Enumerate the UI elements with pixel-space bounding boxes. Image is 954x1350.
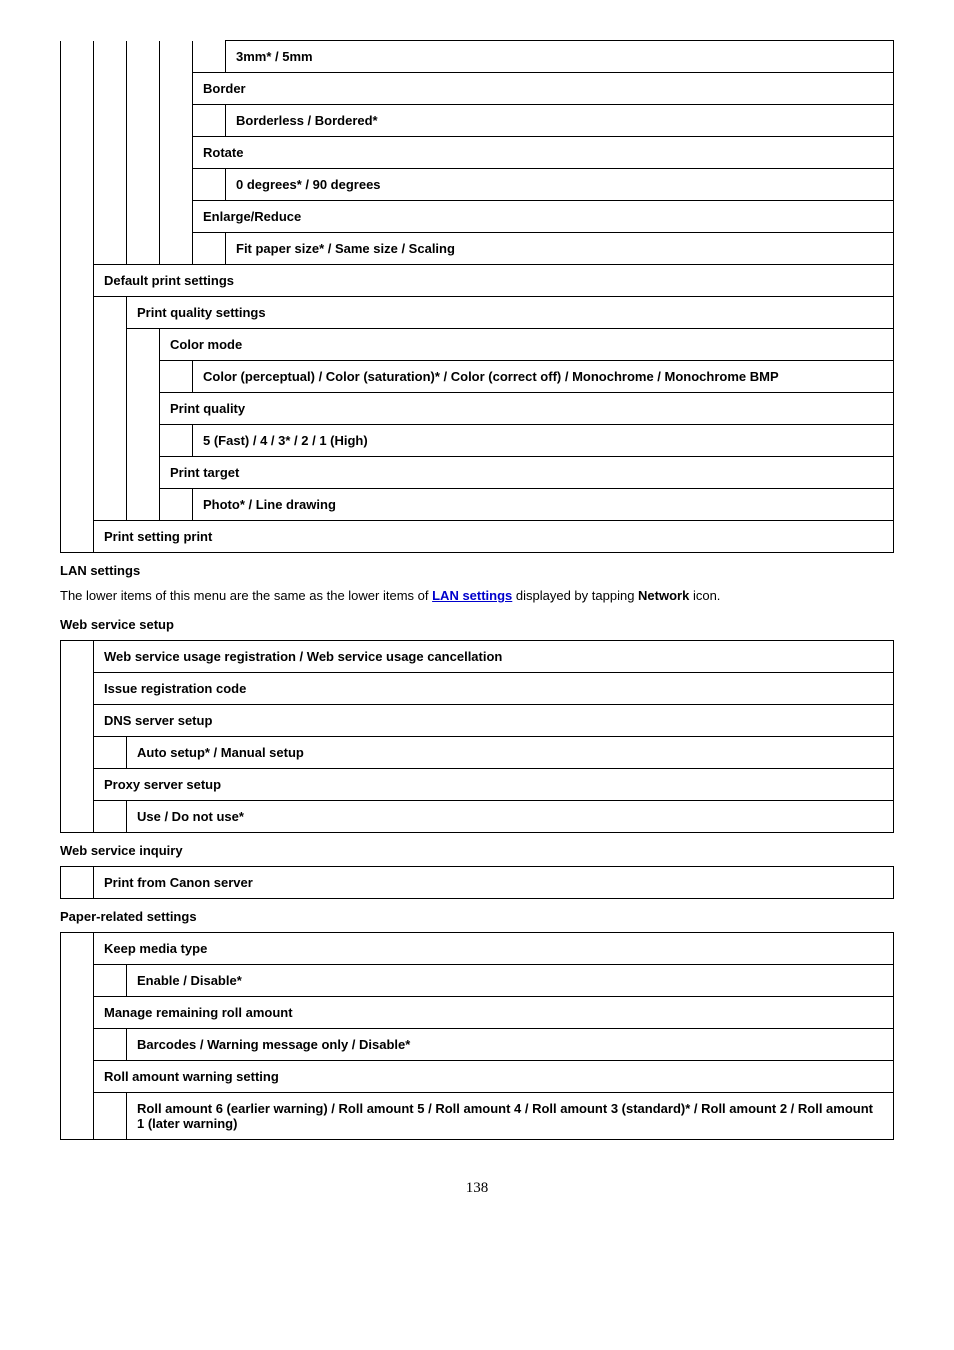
lan-text-1: The lower items of this menu are the sam… (60, 588, 432, 603)
lan-text-2: displayed by tapping (512, 588, 638, 603)
cell-default-print: Default print settings (94, 265, 894, 297)
paper-heading: Paper-related settings (60, 899, 894, 932)
cell-proxy-val: Use / Do not use* (127, 800, 894, 832)
cell-print-target: Print target (160, 457, 894, 489)
lan-settings-link[interactable]: LAN settings (432, 588, 512, 603)
cell-roll-warning-val: Roll amount 6 (earlier warning) / Roll a… (127, 1092, 894, 1139)
cell-print-target-val: Photo* / Line drawing (193, 489, 894, 521)
web-inquiry-table: Print from Canon server (60, 866, 894, 899)
cell-print-quality: Print quality (160, 393, 894, 425)
cell-manage-roll-val: Barcodes / Warning message only / Disabl… (127, 1028, 894, 1060)
paper-table: Keep media type Enable / Disable* Manage… (60, 932, 894, 1140)
cell-enlarge-val: Fit paper size* / Same size / Scaling (226, 233, 894, 265)
lan-bold-network: Network (638, 588, 689, 603)
web-service-setup-heading: Web service setup (60, 607, 894, 640)
settings-top-table: 3mm* / 5mm Border Borderless / Bordered*… (60, 40, 894, 553)
cell-keep-media: Keep media type (94, 932, 894, 964)
cell-rotate-val: 0 degrees* / 90 degrees (226, 169, 894, 201)
cell-print-quality-val: 5 (Fast) / 4 / 3* / 2 / 1 (High) (193, 425, 894, 457)
cell-3mm: 3mm* / 5mm (226, 41, 894, 73)
cell-dns-val: Auto setup* / Manual setup (127, 736, 894, 768)
cell-keep-media-val: Enable / Disable* (127, 964, 894, 996)
cell-roll-warning: Roll amount warning setting (94, 1060, 894, 1092)
cell-rotate: Rotate (193, 137, 894, 169)
cell-enlarge: Enlarge/Reduce (193, 201, 894, 233)
cell-issue-reg: Issue registration code (94, 672, 894, 704)
lan-text: The lower items of this menu are the sam… (60, 586, 894, 607)
lan-heading: LAN settings (60, 553, 894, 586)
web-inquiry-heading: Web service inquiry (60, 833, 894, 866)
cell-border: Border (193, 73, 894, 105)
cell-color-mode: Color mode (160, 329, 894, 361)
cell-print-setting-print: Print setting print (94, 521, 894, 553)
cell-print-canon: Print from Canon server (94, 866, 894, 898)
cell-web-usage: Web service usage registration / Web ser… (94, 640, 894, 672)
cell-border-val: Borderless / Bordered* (226, 105, 894, 137)
cell-proxy: Proxy server setup (94, 768, 894, 800)
cell-dns: DNS server setup (94, 704, 894, 736)
cell-manage-roll: Manage remaining roll amount (94, 996, 894, 1028)
web-service-setup-table: Web service usage registration / Web ser… (60, 640, 894, 833)
cell-print-quality-settings: Print quality settings (127, 297, 894, 329)
page-number: 138 (60, 1180, 894, 1197)
cell-color-mode-val: Color (perceptual) / Color (saturation)*… (193, 361, 894, 393)
lan-text-3: icon. (689, 588, 720, 603)
